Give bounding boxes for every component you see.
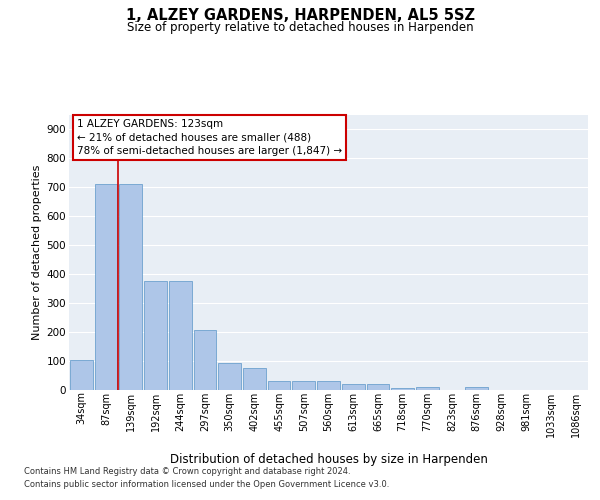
Text: Size of property relative to detached houses in Harpenden: Size of property relative to detached ho… — [127, 21, 473, 34]
Bar — [95, 184, 118, 390]
Bar — [342, 384, 365, 390]
Text: Contains public sector information licensed under the Open Government Licence v3: Contains public sector information licen… — [24, 480, 389, 489]
Bar — [268, 380, 290, 390]
Text: 1 ALZEY GARDENS: 123sqm
← 21% of detached houses are smaller (488)
78% of semi-d: 1 ALZEY GARDENS: 123sqm ← 21% of detache… — [77, 119, 342, 156]
Y-axis label: Number of detached properties: Number of detached properties — [32, 165, 43, 340]
Bar — [119, 184, 142, 390]
Bar — [70, 360, 93, 390]
Bar — [194, 330, 216, 390]
Bar — [391, 388, 414, 390]
Bar — [218, 362, 241, 390]
Bar — [144, 282, 167, 390]
Bar — [317, 380, 340, 390]
Text: Contains HM Land Registry data © Crown copyright and database right 2024.: Contains HM Land Registry data © Crown c… — [24, 467, 350, 476]
Bar — [466, 387, 488, 390]
Bar — [416, 388, 439, 390]
Bar — [169, 282, 191, 390]
Bar — [243, 368, 266, 390]
Bar — [367, 384, 389, 390]
Text: 1, ALZEY GARDENS, HARPENDEN, AL5 5SZ: 1, ALZEY GARDENS, HARPENDEN, AL5 5SZ — [125, 8, 475, 22]
Bar — [292, 380, 315, 390]
Text: Distribution of detached houses by size in Harpenden: Distribution of detached houses by size … — [170, 452, 488, 466]
